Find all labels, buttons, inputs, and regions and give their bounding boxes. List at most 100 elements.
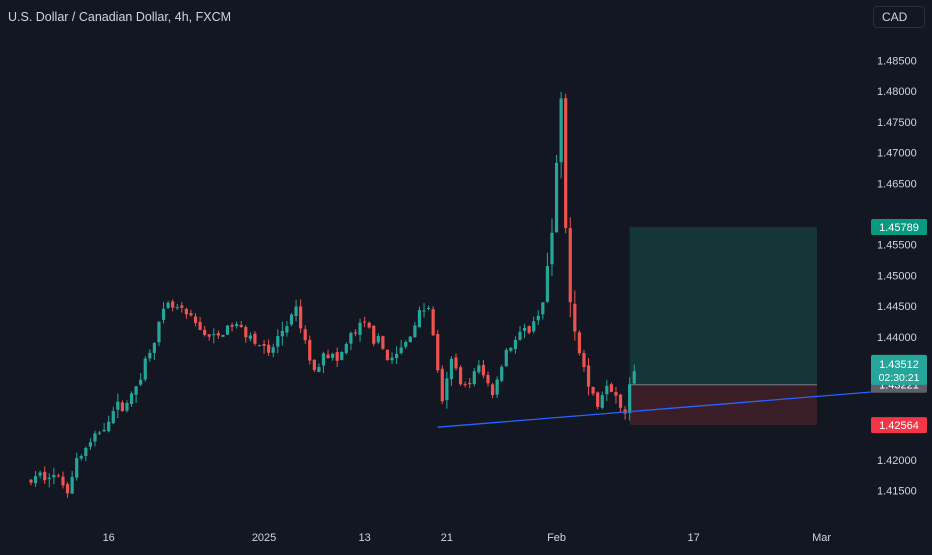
trendline[interactable] bbox=[437, 389, 900, 428]
candle bbox=[609, 382, 613, 393]
candle bbox=[399, 340, 403, 355]
candle bbox=[468, 377, 472, 389]
candle bbox=[440, 365, 444, 404]
candle bbox=[248, 332, 252, 342]
candle bbox=[449, 356, 454, 386]
candle bbox=[349, 331, 353, 351]
take-profit-zone[interactable] bbox=[629, 226, 818, 385]
candle bbox=[527, 325, 531, 335]
candle bbox=[326, 349, 330, 359]
candle bbox=[422, 303, 426, 318]
candle bbox=[244, 325, 248, 343]
candle bbox=[408, 336, 412, 343]
candle bbox=[568, 217, 572, 318]
candle bbox=[180, 301, 184, 313]
candle bbox=[212, 328, 216, 344]
candle bbox=[417, 306, 422, 328]
candle bbox=[198, 316, 202, 331]
x-tick-label: 2025 bbox=[252, 532, 276, 544]
y-tick-label: 1.41500 bbox=[877, 485, 917, 497]
candle bbox=[376, 333, 380, 345]
candle bbox=[75, 452, 79, 481]
candle bbox=[84, 446, 88, 462]
candle bbox=[148, 349, 152, 362]
candle bbox=[596, 391, 600, 410]
candle bbox=[591, 386, 595, 396]
candle bbox=[536, 310, 540, 325]
candle bbox=[454, 353, 458, 371]
candle bbox=[335, 347, 339, 367]
candle bbox=[426, 305, 431, 311]
stop-loss-zone[interactable] bbox=[629, 384, 818, 426]
candle bbox=[61, 471, 65, 489]
candle bbox=[280, 321, 284, 346]
candle bbox=[577, 330, 581, 356]
x-tick-label: 17 bbox=[688, 532, 700, 544]
candle bbox=[564, 93, 568, 234]
candle bbox=[171, 299, 175, 312]
candle bbox=[344, 342, 348, 355]
candle bbox=[554, 154, 559, 233]
candle bbox=[340, 351, 344, 361]
candle bbox=[294, 299, 298, 322]
y-tick-label: 1.44500 bbox=[877, 301, 917, 313]
candle bbox=[107, 415, 111, 433]
candle bbox=[33, 470, 38, 487]
candle bbox=[431, 306, 435, 337]
candle bbox=[56, 473, 61, 478]
candle bbox=[193, 313, 198, 327]
currency-button[interactable]: CAD bbox=[873, 6, 925, 28]
candle bbox=[139, 372, 143, 387]
x-tick-label: 16 bbox=[103, 532, 115, 544]
current-price-label: 1.43512 bbox=[879, 359, 919, 371]
candle bbox=[308, 335, 312, 365]
candle bbox=[157, 321, 161, 347]
candle bbox=[363, 316, 367, 328]
candle bbox=[38, 470, 42, 479]
candle bbox=[390, 352, 394, 365]
candle bbox=[203, 325, 207, 337]
candle bbox=[303, 325, 307, 344]
candle bbox=[385, 349, 390, 361]
candle bbox=[500, 364, 504, 383]
candle bbox=[267, 339, 271, 357]
candle bbox=[367, 321, 371, 329]
candle bbox=[216, 330, 220, 339]
candle bbox=[285, 320, 289, 337]
candle bbox=[559, 91, 563, 179]
candle bbox=[472, 368, 476, 387]
candle bbox=[70, 470, 74, 494]
bar-countdown-label: 02:30:21 bbox=[879, 372, 920, 384]
x-tick-label: 13 bbox=[358, 532, 370, 544]
y-tick-label: 1.45000 bbox=[877, 270, 917, 282]
candle bbox=[321, 351, 326, 373]
candle bbox=[88, 438, 93, 450]
candle bbox=[509, 346, 513, 353]
candle bbox=[230, 322, 234, 332]
x-tick-label: 21 bbox=[441, 532, 453, 544]
y-tick-label: 1.42000 bbox=[877, 455, 917, 467]
candle bbox=[235, 321, 239, 329]
candle bbox=[161, 302, 166, 324]
candle bbox=[618, 393, 623, 413]
candle bbox=[262, 340, 266, 354]
candle bbox=[184, 307, 188, 319]
candle bbox=[29, 478, 33, 486]
candle bbox=[52, 467, 56, 485]
candle bbox=[276, 329, 280, 354]
candle bbox=[605, 379, 609, 401]
candle bbox=[436, 330, 440, 373]
candle bbox=[477, 360, 481, 375]
chart-title: U.S. Dollar / Canadian Dollar, 4h, FXCM bbox=[8, 10, 232, 24]
candle bbox=[586, 357, 591, 396]
candle bbox=[518, 326, 522, 341]
y-tick-label: 1.44000 bbox=[877, 332, 917, 344]
candle bbox=[152, 342, 156, 361]
candle bbox=[582, 349, 586, 372]
candle bbox=[458, 365, 463, 386]
candle bbox=[97, 430, 102, 436]
candle bbox=[289, 312, 294, 327]
candle bbox=[129, 391, 134, 407]
